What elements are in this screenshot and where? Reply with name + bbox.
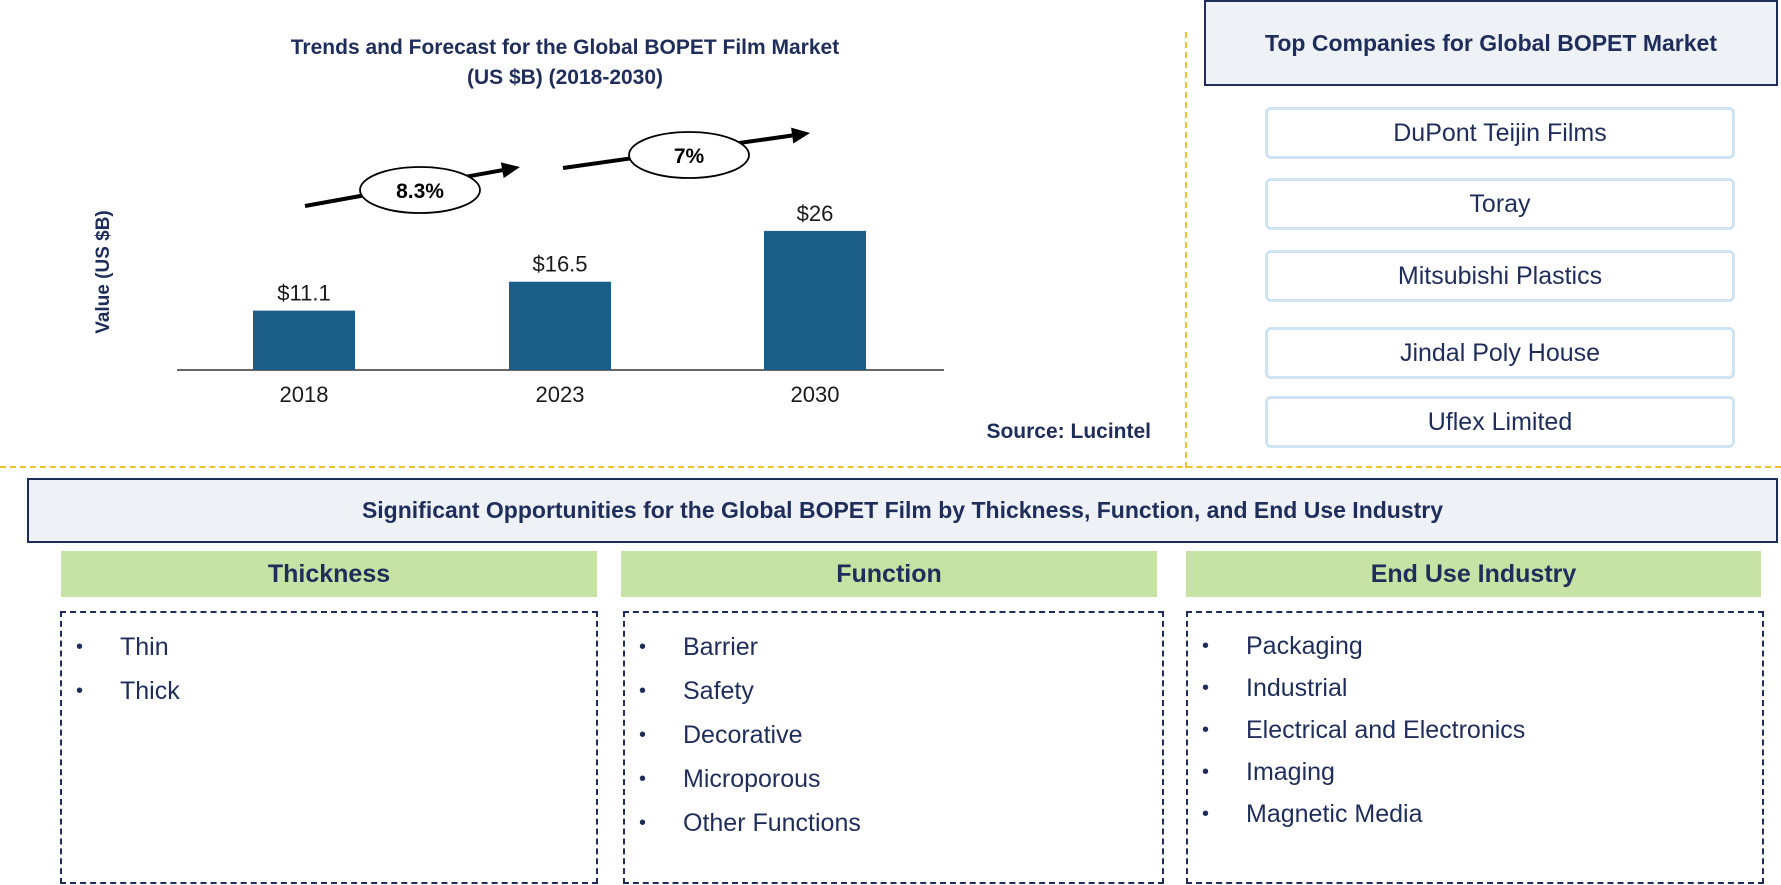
bullet-icon: •	[1202, 634, 1210, 657]
bar-2030	[764, 230, 866, 370]
data-label-2030: $26	[797, 201, 834, 226]
bullet-icon: •	[1202, 718, 1210, 741]
growth-rate-label-1: 8.3%	[396, 180, 444, 203]
list-item-label: Microporous	[683, 764, 821, 793]
bar-chart: $11.1 2018 $16.5 2023 $26 2030 8.3% 7%	[177, 127, 944, 407]
category-list-end-use-industry: • Packaging • Industrial • Electrical and Ele…	[1186, 611, 1764, 884]
list-item: • Safety	[625, 669, 1162, 713]
list-item: • Barrier	[625, 625, 1162, 669]
category-list-thickness: • Thin • Thick	[60, 611, 598, 884]
category-header-function: Function	[621, 551, 1157, 597]
bar-2023	[509, 281, 611, 370]
bullet-icon: •	[639, 679, 647, 702]
list-item-label: Thin	[120, 632, 169, 661]
list-item: • Thin	[62, 625, 596, 669]
list-item-label: Decorative	[683, 720, 803, 749]
companies-title: Top Companies for Global BOPET Market	[1204, 0, 1778, 86]
list-item: • Industrial	[1188, 667, 1762, 709]
category-list-function: • Barrier • Safety • Decorative • Microporous • O…	[623, 611, 1164, 884]
company-box: Uflex Limited	[1265, 396, 1735, 448]
list-item-label: Other Functions	[683, 808, 861, 837]
list-item: • Microporous	[625, 757, 1162, 801]
list-item-label: Barrier	[683, 632, 759, 661]
x-tick-label-2018: 2018	[280, 382, 329, 407]
category-header-thickness: Thickness	[61, 551, 597, 597]
company-box: Mitsubishi Plastics	[1265, 250, 1735, 302]
x-tick-label-2023: 2023	[536, 382, 585, 407]
data-label-2018: $11.1	[277, 281, 330, 306]
bullet-icon: •	[639, 723, 647, 746]
vertical-divider	[1185, 32, 1187, 468]
list-item-label: Imaging	[1246, 757, 1335, 786]
bullet-icon: •	[1202, 676, 1210, 699]
list-item: • Other Functions	[625, 801, 1162, 845]
list-item-label: Packaging	[1246, 631, 1363, 660]
list-item: • Imaging	[1188, 751, 1762, 793]
bullet-icon: •	[76, 635, 84, 658]
company-box: Toray	[1265, 178, 1735, 230]
list-item-label: Thick	[120, 676, 180, 705]
data-label-2023: $16.5	[532, 252, 587, 277]
bullet-icon: •	[1202, 760, 1210, 783]
growth-ellipse-1	[359, 166, 481, 214]
horizontal-divider	[0, 466, 1781, 468]
x-tick-label-2030: 2030	[791, 382, 840, 407]
list-item: • Magnetic Media	[1188, 793, 1762, 835]
growth-rate-label-2: 7%	[674, 145, 705, 168]
growth-arrowhead-1	[500, 162, 520, 179]
list-item: • Packaging	[1188, 625, 1762, 667]
bullet-icon: •	[76, 679, 84, 702]
bullet-icon: •	[639, 811, 647, 834]
growth-ellipse-2	[628, 131, 750, 179]
list-item: • Decorative	[625, 713, 1162, 757]
chart-title-line1: Trends and Forecast for the Global BOPET…	[290, 36, 840, 59]
growth-arrowhead-2	[791, 127, 810, 144]
bar-2018	[253, 310, 355, 370]
list-item: • Thick	[62, 669, 596, 713]
bullet-icon: •	[639, 635, 647, 658]
list-item-label: Magnetic Media	[1246, 799, 1423, 828]
list-item-label: Electrical and Electronics	[1246, 715, 1526, 744]
chart-title-line2: (US $B) (2018-2030)	[466, 66, 664, 89]
bullet-icon: •	[639, 767, 647, 790]
bullet-icon: •	[1202, 802, 1210, 825]
chart-title: Trends and Forecast for the Global BOPET…	[150, 33, 980, 93]
list-item: • Electrical and Electronics	[1188, 709, 1762, 751]
opportunities-title: Significant Opportunities for the Global…	[27, 478, 1778, 543]
category-header-end-use-industry: End Use Industry	[1186, 551, 1761, 597]
source-note: Source: Lucintel	[986, 420, 1151, 443]
list-item-label: Industrial	[1246, 673, 1348, 702]
list-item-label: Safety	[683, 676, 754, 705]
company-box: DuPont Teijin Films	[1265, 107, 1735, 159]
company-box: Jindal Poly House	[1265, 327, 1735, 379]
